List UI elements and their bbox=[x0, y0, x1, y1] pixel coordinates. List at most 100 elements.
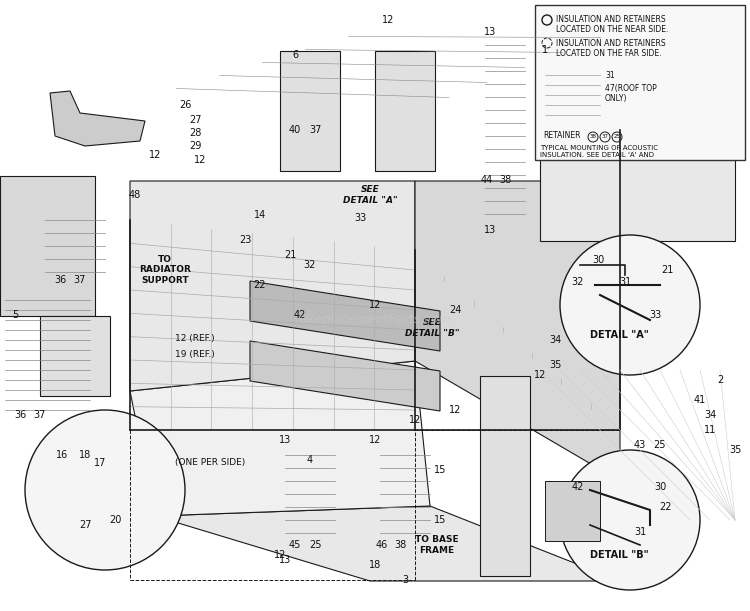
Text: 12: 12 bbox=[194, 155, 206, 165]
Text: 31: 31 bbox=[619, 277, 632, 287]
Text: 35: 35 bbox=[549, 360, 561, 370]
Text: 28: 28 bbox=[189, 128, 201, 138]
Text: 38: 38 bbox=[590, 134, 596, 139]
Polygon shape bbox=[155, 506, 620, 581]
Text: 31: 31 bbox=[605, 70, 615, 79]
Polygon shape bbox=[130, 361, 430, 516]
Text: 4: 4 bbox=[307, 455, 313, 465]
Text: 15: 15 bbox=[433, 515, 446, 525]
Polygon shape bbox=[40, 316, 110, 396]
Polygon shape bbox=[415, 181, 620, 481]
Text: INSULATION AND RETAINERS: INSULATION AND RETAINERS bbox=[556, 38, 666, 48]
Polygon shape bbox=[480, 376, 530, 576]
Text: SEE
DETAIL "A": SEE DETAIL "A" bbox=[343, 185, 398, 205]
Text: LOCATED ON THE NEAR SIDE.: LOCATED ON THE NEAR SIDE. bbox=[556, 26, 668, 34]
Text: 2: 2 bbox=[717, 375, 723, 385]
Text: 12: 12 bbox=[369, 300, 381, 310]
Text: 21: 21 bbox=[284, 250, 296, 260]
Text: 12: 12 bbox=[448, 405, 461, 415]
Text: 45: 45 bbox=[289, 540, 302, 550]
Text: TO
RADIATOR
SUPPORT: TO RADIATOR SUPPORT bbox=[139, 255, 191, 285]
Text: 43: 43 bbox=[634, 440, 646, 450]
Text: 35: 35 bbox=[729, 445, 741, 455]
Text: 25: 25 bbox=[309, 540, 321, 550]
Text: 21: 21 bbox=[661, 265, 674, 275]
Text: 36: 36 bbox=[54, 275, 66, 285]
Text: 18: 18 bbox=[369, 560, 381, 570]
Text: 25: 25 bbox=[614, 134, 620, 139]
Text: DETAIL "A": DETAIL "A" bbox=[590, 330, 649, 340]
Text: 1: 1 bbox=[542, 45, 548, 55]
Text: 5: 5 bbox=[12, 310, 18, 320]
Polygon shape bbox=[250, 281, 440, 351]
Text: 42: 42 bbox=[572, 482, 584, 492]
Circle shape bbox=[25, 410, 185, 570]
Text: 12: 12 bbox=[382, 15, 394, 25]
Polygon shape bbox=[280, 51, 340, 171]
Text: 27: 27 bbox=[79, 520, 92, 530]
Text: 22: 22 bbox=[658, 502, 671, 512]
Text: INSULATION AND RETAINERS: INSULATION AND RETAINERS bbox=[556, 15, 666, 24]
Text: 30: 30 bbox=[654, 482, 666, 492]
Text: 18: 18 bbox=[79, 450, 92, 460]
Text: 32: 32 bbox=[572, 277, 584, 287]
Text: 14: 14 bbox=[254, 210, 266, 220]
Text: 37: 37 bbox=[309, 125, 321, 135]
Text: 13: 13 bbox=[279, 435, 291, 445]
Text: LOCATED ON THE FAR SIDE.: LOCATED ON THE FAR SIDE. bbox=[556, 48, 662, 57]
Text: 12: 12 bbox=[409, 415, 422, 425]
Text: 33: 33 bbox=[354, 213, 366, 223]
Text: 12 (REF.): 12 (REF.) bbox=[175, 334, 214, 343]
Circle shape bbox=[560, 235, 700, 375]
Text: 6: 6 bbox=[292, 50, 298, 60]
Text: 15: 15 bbox=[433, 465, 446, 475]
Text: 37: 37 bbox=[34, 410, 46, 420]
Polygon shape bbox=[0, 176, 95, 316]
Text: 30: 30 bbox=[592, 255, 604, 265]
Text: 29: 29 bbox=[189, 141, 201, 151]
Polygon shape bbox=[375, 51, 435, 171]
Text: eReplacementParts.com: eReplacementParts.com bbox=[298, 313, 452, 326]
Text: SEE
DETAIL "B": SEE DETAIL "B" bbox=[405, 318, 459, 338]
Text: 11: 11 bbox=[704, 425, 716, 435]
Text: 17: 17 bbox=[94, 458, 106, 468]
Text: 41: 41 bbox=[694, 395, 706, 405]
Text: 13: 13 bbox=[484, 27, 496, 37]
Text: 38: 38 bbox=[499, 175, 512, 185]
Text: 37: 37 bbox=[602, 134, 608, 139]
Text: 47(ROOF TOP: 47(ROOF TOP bbox=[605, 84, 657, 92]
Text: 34: 34 bbox=[704, 410, 716, 420]
Text: 34: 34 bbox=[549, 335, 561, 345]
Text: RETAINER: RETAINER bbox=[543, 131, 580, 139]
Text: 38: 38 bbox=[394, 540, 406, 550]
Text: 31: 31 bbox=[634, 527, 646, 537]
Text: INSULATION. SEE DETAIL 'A' AND: INSULATION. SEE DETAIL 'A' AND bbox=[540, 152, 654, 158]
Text: 44: 44 bbox=[481, 175, 494, 185]
Text: 42: 42 bbox=[294, 310, 306, 320]
Text: ONLY): ONLY) bbox=[605, 93, 628, 103]
Text: TO BASE
FRAME: TO BASE FRAME bbox=[416, 535, 459, 555]
Text: 13: 13 bbox=[279, 555, 291, 565]
Text: 13: 13 bbox=[484, 225, 496, 235]
Circle shape bbox=[560, 450, 700, 590]
Text: 12: 12 bbox=[274, 550, 286, 560]
Text: 27: 27 bbox=[189, 115, 201, 125]
Polygon shape bbox=[250, 341, 440, 411]
Polygon shape bbox=[540, 91, 735, 241]
Text: 19 (REF.): 19 (REF.) bbox=[175, 351, 214, 359]
Text: 12: 12 bbox=[148, 150, 161, 160]
Text: 12: 12 bbox=[369, 435, 381, 445]
Text: 48: 48 bbox=[129, 190, 141, 200]
Text: 3: 3 bbox=[402, 575, 408, 585]
Text: TYPICAL MOUNTING OF ACOUSTIC: TYPICAL MOUNTING OF ACOUSTIC bbox=[540, 145, 658, 151]
Text: 26: 26 bbox=[178, 100, 191, 110]
Text: (ONE PER SIDE): (ONE PER SIDE) bbox=[175, 458, 245, 467]
Text: 36: 36 bbox=[13, 410, 26, 420]
Text: DETAIL "B": DETAIL "B" bbox=[590, 550, 649, 560]
Text: 22: 22 bbox=[254, 280, 266, 290]
Text: 37: 37 bbox=[74, 275, 86, 285]
Text: 46: 46 bbox=[376, 540, 388, 550]
Polygon shape bbox=[50, 91, 145, 146]
Text: 23: 23 bbox=[238, 235, 251, 245]
Text: 12: 12 bbox=[534, 370, 546, 380]
